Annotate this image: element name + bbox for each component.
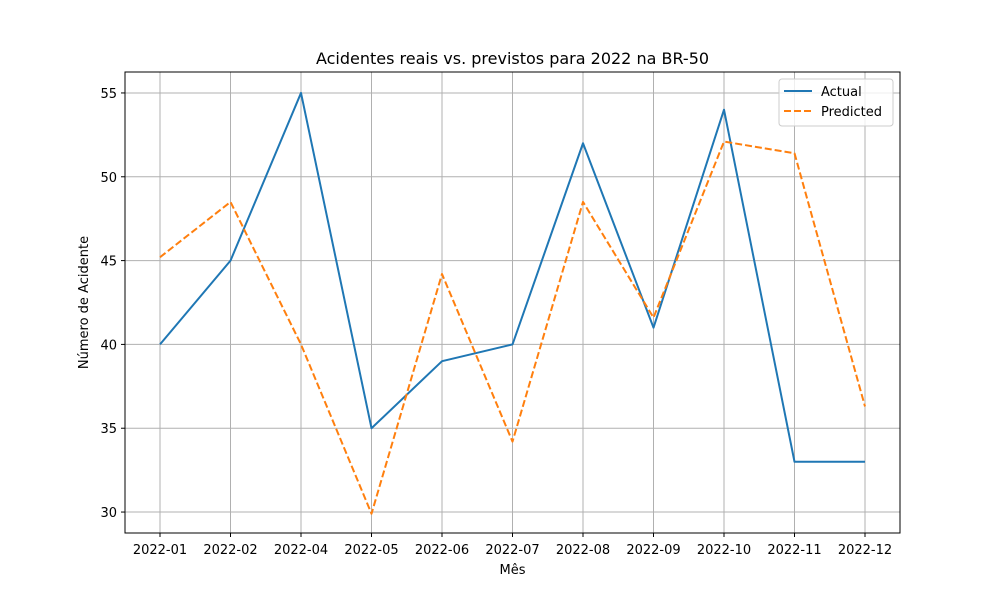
y-tick-label: 30 xyxy=(100,506,117,521)
legend: Actual Predicted xyxy=(778,78,894,127)
series-layer xyxy=(159,91,866,515)
y-tick-label: 55 xyxy=(100,87,117,102)
x-tick-label: 2022-06 xyxy=(415,543,469,558)
legend-label-predicted: Predicted xyxy=(821,105,882,120)
y-tick-label: 45 xyxy=(100,255,117,270)
chart-title: Acidentes reais vs. previstos para 2022 … xyxy=(316,49,709,68)
series-line-actual xyxy=(159,91,865,463)
x-tick-label: 2022-02 xyxy=(203,543,257,558)
y-axis-label: Número de Acidente xyxy=(77,236,92,369)
x-tick-label: 2022-04 xyxy=(274,543,328,558)
y-axis: 30 35 40 45 50 55 xyxy=(100,87,125,521)
x-axis-label: Mês xyxy=(500,563,526,578)
y-tick-label: 35 xyxy=(100,422,117,437)
y-tick-label: 50 xyxy=(100,171,117,186)
x-tick-label: 2022-10 xyxy=(697,543,751,558)
x-tick-label: 2022-08 xyxy=(556,543,610,558)
y-tick-label: 40 xyxy=(100,338,117,353)
x-tick-label: 2022-05 xyxy=(344,543,398,558)
x-tick-label: 2022-09 xyxy=(626,543,680,558)
series-line-predicted xyxy=(159,140,866,515)
x-tick-label: 2022-01 xyxy=(133,543,187,558)
x-tick-label: 2022-07 xyxy=(485,543,539,558)
x-tick-label: 2022-11 xyxy=(767,543,821,558)
x-axis: 2022-01 2022-02 2022-04 2022-05 2022-06 2022-… xyxy=(133,533,892,558)
x-tick-label: 2022-12 xyxy=(838,543,892,558)
legend-label-actual: Actual xyxy=(821,85,862,100)
